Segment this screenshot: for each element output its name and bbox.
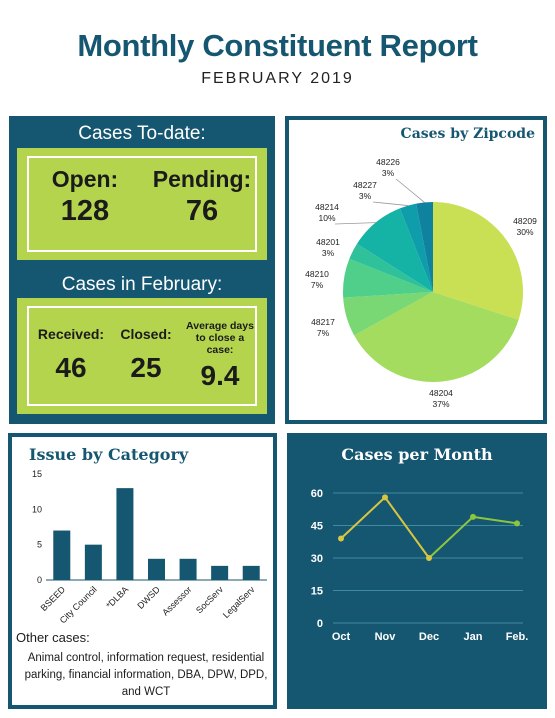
pie-label-pct: 3%	[359, 191, 372, 201]
pie-label-zip: 48227	[353, 180, 377, 190]
category-chart-title: Issue by Category	[29, 445, 189, 464]
avg-days-stat: Average days to close a case: 9.4	[181, 320, 259, 392]
line-xtick-label: Oct	[332, 631, 351, 643]
bar-dwsd	[148, 558, 165, 580]
bar-ytick-label: 5	[37, 540, 42, 550]
pending-label: Pending:	[152, 166, 252, 192]
line-point-feb	[514, 520, 520, 527]
cases-february-heading: Cases in February:	[61, 274, 223, 295]
pie-slice-48214	[357, 208, 433, 292]
bar-ytick-label: 15	[32, 469, 42, 479]
line-point-nov	[382, 494, 388, 501]
pie-label-pct: 10%	[318, 213, 335, 223]
line-ytick-label: 45	[311, 521, 323, 533]
cases-to-date-box: Open: 128 Pending: 76	[17, 148, 267, 260]
line-ytick-label: 60	[311, 488, 323, 500]
pie-slice-48217	[343, 292, 433, 336]
received-label: Received:	[37, 326, 105, 342]
other-cases-label: Other cases:	[16, 630, 90, 645]
received-value: 46	[55, 352, 87, 383]
monthly-line-chart: 0 15 30 45 60 Oct Nov Dec Jan Feb.	[311, 488, 529, 643]
line-xtick-label: Nov	[375, 631, 397, 643]
open-value: 128	[60, 195, 110, 227]
pie-label-zip: 48210	[305, 269, 329, 279]
report-subtitle: FEBRUARY 2019	[201, 70, 354, 87]
bar-dlba	[116, 488, 134, 580]
pie-label-pct: 7%	[317, 328, 330, 338]
bar-ytick-label: 10	[32, 504, 42, 514]
line-ytick-label: 30	[311, 553, 323, 565]
line-ytick-label: 0	[317, 618, 323, 630]
pie-label-zip: 48209	[513, 216, 537, 226]
monthly-chart-title: Cases per Month	[341, 445, 493, 464]
pending-stat: Pending: 76	[143, 166, 261, 228]
cases-february-box: Received: 46 Closed: 25 Average days to …	[17, 298, 267, 414]
line-segment	[472, 515, 518, 525]
pie-slice-48209	[433, 202, 523, 320]
category-chart-panel: Issue by Category 0 5 10 15 BSEED City Counci…	[8, 433, 277, 709]
line-point-jan	[470, 513, 476, 520]
cases-to-date-heading: Cases To-date:	[78, 123, 206, 144]
line-xtick-label: Jan	[464, 631, 483, 643]
stats-panel: Cases To-date: Open: 128 Pending: 76 Cas…	[9, 116, 275, 424]
bar-category-label: BSEED	[39, 584, 68, 613]
pie-slice-48204	[354, 292, 519, 383]
monthly-chart-panel: Cases per Month 0 15 30 45 60 Oct Nov Dec Jan Feb…	[287, 433, 547, 709]
pie-slice-48226	[416, 202, 433, 292]
pie-slice-48210	[343, 258, 433, 298]
line-xtick-label: Dec	[419, 631, 439, 643]
zipcode-chart-title: Cases by Zipcode	[400, 126, 535, 142]
pie-leader-line	[334, 222, 376, 225]
closed-stat: Closed: 25	[115, 326, 177, 384]
line-point-oct	[338, 535, 344, 542]
pie-label-zip: 48226	[376, 157, 400, 167]
zipcode-chart-panel: Cases by Zipcode 48209 30% 48204 37% 48217 7%…	[285, 116, 547, 424]
open-stat: Open: 128	[35, 166, 135, 228]
line-point-dec	[426, 555, 432, 561]
bar-ytick-label: 0	[37, 575, 42, 585]
bar-assessor	[179, 558, 197, 580]
line-ytick-label: 15	[311, 586, 323, 598]
closed-label: Closed:	[120, 326, 172, 342]
open-label: Open:	[51, 166, 119, 192]
report-title: Monthly Constituent Report	[77, 28, 478, 63]
bar-category-label: LegalServ	[221, 584, 257, 620]
bar-citycouncil	[84, 544, 102, 580]
received-stat: Received: 46	[31, 326, 111, 384]
bar-bseed	[53, 530, 71, 580]
pending-value: 76	[185, 195, 219, 227]
line-segment	[340, 496, 386, 540]
line-segment	[428, 516, 474, 559]
other-cases-text: Animal control, information request, res…	[24, 652, 268, 698]
pie-slice-48201	[349, 243, 433, 292]
closed-value: 25	[130, 352, 162, 383]
line-xtick-label: Feb.	[506, 631, 529, 643]
pie-label-zip: 48214	[315, 202, 339, 212]
avg-days-label: Average days to close a case:	[186, 320, 254, 356]
pie-label-pct: 30%	[516, 227, 533, 237]
pie-label-pct: 7%	[311, 280, 324, 290]
avg-days-value: 9.4	[200, 360, 240, 391]
pie-label-pct: 3%	[322, 248, 335, 258]
bar-category-label: DWSD	[135, 584, 162, 611]
bar-category-label: Assessor	[160, 584, 193, 617]
pie-label-pct: 37%	[432, 399, 449, 409]
bar-category-label: SocServ	[194, 584, 225, 615]
pie-label-zip: 48204	[429, 388, 453, 398]
pie-leader-line	[372, 201, 408, 206]
bar-category-label: *DLBA	[104, 584, 130, 610]
zipcode-pie-chart: 4820930%4820437%482177%482107%482013%482…	[305, 157, 537, 409]
pie-leader-line	[395, 178, 425, 203]
bar-legalserv	[242, 565, 260, 580]
line-segment	[384, 496, 430, 559]
bar-socserv	[211, 565, 229, 580]
pie-label-zip: 48217	[311, 317, 335, 327]
pie-label-pct: 3%	[382, 168, 395, 178]
pie-slice-48227	[399, 203, 433, 292]
pie-label-zip: 48201	[316, 237, 340, 247]
